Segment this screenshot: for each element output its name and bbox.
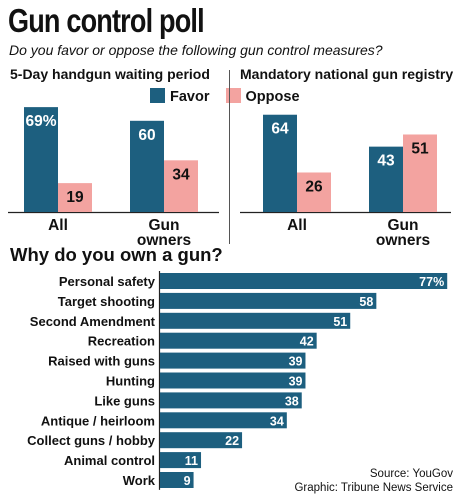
data-label-reason: 51 (333, 315, 347, 329)
data-label-reason: 34 (270, 414, 284, 428)
data-label-oppose: 51 (411, 140, 429, 157)
category-label-reason: Target shooting (58, 294, 155, 309)
bar-oppose (297, 172, 331, 212)
bar-favor (130, 120, 164, 212)
bar-favor (369, 146, 403, 212)
bar-reason (160, 392, 302, 409)
source-line: Source: YouGov (369, 468, 453, 480)
legend-swatch-favor (150, 88, 165, 103)
legend-label-favor: Favor (170, 89, 210, 105)
category-label: All (48, 217, 68, 234)
data-label-oppose: 26 (305, 178, 323, 195)
data-label-reason: 39 (289, 355, 303, 369)
category-label-reason: Antique / heirloom (41, 413, 155, 428)
bar-reason (160, 292, 377, 309)
bar-reason (160, 412, 287, 429)
bar-reason (160, 312, 351, 329)
category-label: All (287, 217, 307, 234)
bar-reason (160, 452, 202, 469)
data-label-favor: 69% (25, 113, 56, 130)
category-label-reason: Work (123, 473, 156, 488)
category-label-reason: Animal control (64, 453, 155, 468)
category-label-reason: Raised with guns (48, 354, 155, 369)
bar-reason (160, 273, 448, 289)
bar-reason (160, 372, 306, 389)
section-title-why-own: Why do you own a gun? (10, 244, 223, 265)
data-label-oppose: 19 (66, 189, 84, 206)
category-label-reason: Like guns (94, 393, 155, 408)
data-label-favor: 60 (138, 127, 155, 144)
chart-subtitle: Do you favor or oppose the following gun… (9, 42, 383, 58)
panel-title-gun-registry: Mandatory national gun registry (240, 66, 454, 82)
panel-title-waiting-period: 5-Day handgun waiting period (10, 66, 210, 82)
data-label-reason: 9 (184, 474, 191, 488)
chart-title: Gun control poll (8, 2, 205, 39)
bar-favor (24, 107, 58, 212)
category-label-reason: Hunting (106, 374, 155, 389)
category-label-reason: Second Amendment (30, 314, 156, 329)
legend-label-oppose: Oppose (245, 89, 300, 105)
data-label-reason: 58 (359, 295, 373, 309)
graphic-credit-line: Graphic: Tribune News Service (294, 482, 453, 494)
category-label: Gun owners (137, 217, 191, 249)
data-label-reason: 11 (185, 454, 198, 468)
bar-oppose (164, 160, 198, 212)
bar-reason (160, 432, 243, 449)
bar-favor (263, 114, 297, 212)
category-label-reason: Collect guns / hobby (27, 433, 156, 448)
data-label-oppose: 34 (172, 166, 190, 183)
data-label-favor: 43 (377, 153, 395, 170)
bar-reason (160, 332, 317, 349)
data-label-reason: 42 (300, 335, 314, 349)
data-label-favor: 64 (271, 121, 289, 138)
bar-reason (160, 352, 306, 369)
bar-reason (160, 472, 194, 488)
category-label-reason: Recreation (88, 334, 155, 349)
data-label-reason: 77% (419, 275, 444, 289)
category-label: Gun owners (376, 217, 430, 249)
source-credit: Source: YouGov Graphic: Tribune News Ser… (294, 467, 453, 495)
data-label-reason: 38 (285, 394, 299, 408)
data-label-reason: 22 (225, 434, 239, 448)
data-label-reason: 39 (289, 375, 303, 389)
bar-oppose (58, 183, 92, 212)
category-label-reason: Personal safety (59, 274, 156, 289)
bar-oppose (403, 134, 437, 212)
